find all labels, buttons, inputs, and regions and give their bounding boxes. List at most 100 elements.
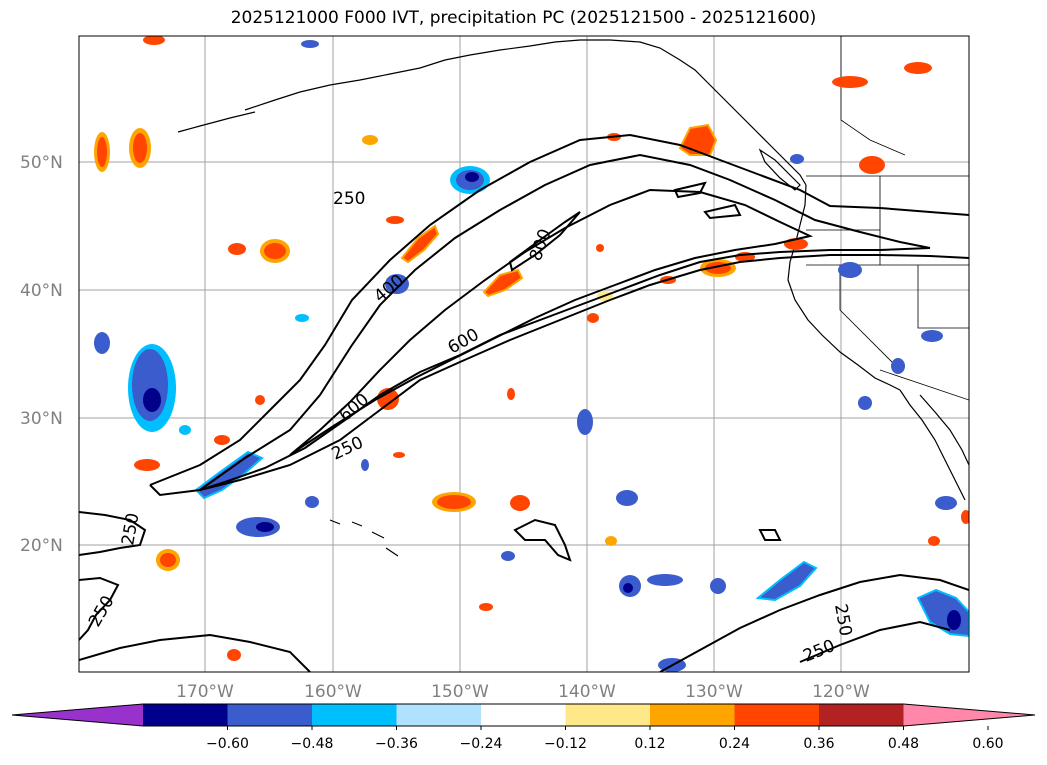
colorbar-segment: [819, 704, 904, 726]
precip-patch: [616, 490, 638, 506]
precip-patch: [577, 409, 593, 435]
precip-patch: [891, 358, 905, 374]
ivt-contour-600: [289, 188, 814, 456]
colorbar-tick-label: −0.12: [544, 736, 587, 752]
lon-label: 120°W: [812, 682, 870, 702]
precip-patch: [133, 133, 147, 163]
colorbar-segment: [565, 704, 651, 726]
colorbar: −0.60 −0.48 −0.36 −0.24 −0.12 0.12 0.24 0.36 0.4…: [11, 703, 1036, 752]
precip-patch: [255, 395, 265, 405]
map-frame: [78, 35, 970, 673]
lat-label: 40°N: [20, 281, 63, 301]
ivt-contour-800: [508, 181, 742, 272]
colorbar-tick-label: 0.36: [803, 736, 834, 752]
precip-patch: [507, 388, 515, 400]
hawaii-islands: [329, 519, 399, 557]
precip-patch: [295, 314, 309, 322]
precip-patch: [385, 274, 409, 294]
precip-patch: [935, 496, 957, 510]
precip-patch: [904, 62, 932, 74]
ivt-contour-250-main: [149, 133, 969, 497]
colorbar-tick-label: 0.48: [888, 736, 919, 752]
colorbar-segment: [396, 704, 482, 726]
precip-patch: [264, 243, 286, 259]
ivt-contour-250-south: [79, 573, 969, 672]
precip-patch: [465, 172, 479, 182]
precip-patch: [97, 137, 107, 167]
precip-patch: [623, 583, 633, 593]
colorbar-segment: [227, 704, 313, 726]
precip-patch: [647, 574, 683, 586]
precip-patch: [143, 388, 161, 412]
precip-patch: [928, 536, 940, 546]
precip-patch: [596, 244, 604, 252]
coastline: [177, 39, 969, 557]
us-west-coast: [787, 184, 901, 391]
precip-patch: [838, 262, 862, 278]
colorbar-ticks: −0.60 −0.48 −0.36 −0.24 −0.12 0.12 0.24 0.36 0.4…: [206, 726, 1004, 752]
precip-patch: [587, 313, 599, 323]
longitude-labels: 170°W 160°W 150°W 140°W 130°W 120°W: [176, 682, 870, 702]
colorbar-tick-label: 0.60: [972, 736, 1003, 752]
colorbar-extension-min: [12, 704, 143, 726]
precip-patch: [479, 603, 493, 611]
precip-patch: [143, 36, 165, 45]
precip-patch: [859, 156, 885, 174]
lat-label: 20°N: [20, 536, 63, 556]
precip-patch: [400, 224, 440, 264]
latitude-labels: 50°N 40°N 30°N 20°N: [20, 153, 63, 556]
precip-patch: [710, 578, 726, 594]
precip-patch: [482, 268, 524, 298]
ivt-contours: [79, 133, 969, 672]
precip-patch: [256, 522, 274, 532]
precip-patch: [227, 649, 241, 661]
colorbar-tick-label: 0.24: [719, 736, 750, 752]
precip-patch: [605, 536, 617, 546]
precip-patch: [510, 495, 530, 511]
mexico-mainland: [919, 394, 969, 466]
map-title: 2025121000 F000 IVT, precipitation PC (2…: [230, 8, 817, 28]
lat-label: 50°N: [20, 153, 63, 173]
precip-patch: [755, 560, 818, 602]
colorbar-tick-label: −0.36: [375, 736, 418, 752]
precipitation-pc-shading: [94, 36, 969, 672]
precip-patch: [501, 551, 515, 561]
precip-patch: [386, 216, 404, 224]
precip-patch: [921, 330, 943, 342]
baja-california: [899, 389, 966, 501]
precip-patch: [947, 610, 961, 630]
lon-label: 140°W: [558, 682, 616, 702]
colorbar-segment: [312, 704, 397, 726]
colorbar-segment: [481, 704, 566, 726]
colorbar-segment: [650, 704, 735, 726]
precip-patch: [961, 510, 969, 524]
colorbar-tick-label: −0.24: [460, 736, 503, 752]
lon-label: 170°W: [176, 682, 234, 702]
precip-patch: [301, 40, 319, 48]
precip-patch: [832, 76, 868, 88]
map-background: [79, 36, 969, 672]
lon-label: 160°W: [304, 682, 362, 702]
colorbar-outline: [11, 703, 1036, 727]
colorbar-tick-label: −0.48: [291, 736, 334, 752]
aleutian-islands: [177, 111, 256, 133]
colorbar-tick-label: −0.60: [206, 736, 249, 752]
precip-patch: [160, 553, 176, 567]
precip-patch: [214, 435, 230, 445]
precip-patch: [437, 495, 471, 509]
colorbar-tick-label: 0.12: [634, 736, 665, 752]
colorbar-extension-max: [903, 704, 1035, 726]
us-state-borders: [806, 176, 969, 401]
colorbar-segment: [734, 704, 820, 726]
lon-label: 150°W: [431, 682, 489, 702]
ivt-contour-islands: [513, 518, 782, 562]
precip-patch: [393, 452, 405, 458]
contour-label: 250: [333, 189, 365, 209]
precip-patch: [179, 425, 191, 435]
colorbar-segments: [11, 703, 1036, 727]
precip-patch: [858, 396, 872, 410]
precip-patch: [228, 243, 246, 255]
precip-patch: [790, 154, 804, 164]
colorbar-segment: [143, 704, 228, 726]
